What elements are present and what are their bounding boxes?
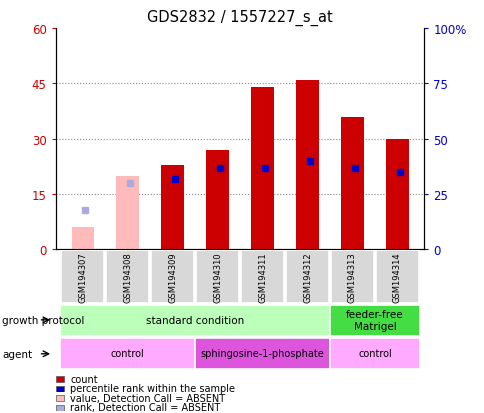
Bar [385, 140, 408, 250]
Bar [56, 405, 64, 411]
Bar [116, 176, 138, 250]
Bar [296, 81, 318, 250]
Bar [286, 251, 329, 304]
Text: growth protocol: growth protocol [2, 315, 85, 325]
Bar [56, 395, 64, 401]
Bar [196, 251, 239, 304]
Text: control: control [110, 349, 144, 358]
Bar [151, 251, 194, 304]
Bar [375, 251, 418, 304]
Text: standard condition: standard condition [146, 316, 244, 325]
Bar [56, 386, 64, 392]
Text: agent: agent [2, 349, 32, 359]
Text: percentile rank within the sample: percentile rank within the sample [70, 383, 235, 393]
Text: GSM194309: GSM194309 [168, 252, 177, 302]
Text: count: count [70, 374, 98, 384]
Text: rank, Detection Call = ABSENT: rank, Detection Call = ABSENT [70, 402, 220, 412]
Bar [161, 165, 183, 250]
Bar [71, 228, 94, 250]
Text: GSM194307: GSM194307 [78, 252, 87, 302]
Title: GDS2832 / 1557227_s_at: GDS2832 / 1557227_s_at [147, 10, 332, 26]
Text: GSM194311: GSM194311 [257, 252, 267, 302]
Text: control: control [357, 349, 391, 358]
Bar [61, 251, 104, 304]
Bar [195, 338, 329, 369]
Text: GSM194314: GSM194314 [392, 252, 401, 302]
Bar [106, 251, 149, 304]
Text: feeder-free
Matrigel: feeder-free Matrigel [346, 310, 403, 331]
Bar [206, 150, 228, 250]
Bar [56, 376, 64, 382]
Text: GSM194312: GSM194312 [302, 252, 311, 302]
Bar [329, 305, 419, 336]
Bar [330, 251, 373, 304]
Bar [60, 305, 329, 336]
Text: sphingosine-1-phosphate: sphingosine-1-phosphate [200, 349, 324, 358]
Bar [60, 338, 195, 369]
Bar [241, 251, 284, 304]
Text: GSM194310: GSM194310 [212, 252, 222, 302]
Text: GSM194313: GSM194313 [347, 252, 356, 302]
Bar [251, 88, 273, 250]
Text: GSM194308: GSM194308 [123, 252, 132, 302]
Bar [341, 117, 363, 250]
Bar [329, 338, 419, 369]
Text: value, Detection Call = ABSENT: value, Detection Call = ABSENT [70, 393, 225, 403]
